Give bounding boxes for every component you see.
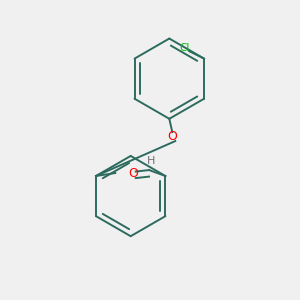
Text: Cl: Cl (180, 43, 190, 53)
Text: O: O (128, 167, 138, 179)
Text: H: H (146, 156, 155, 166)
Text: O: O (167, 130, 177, 143)
